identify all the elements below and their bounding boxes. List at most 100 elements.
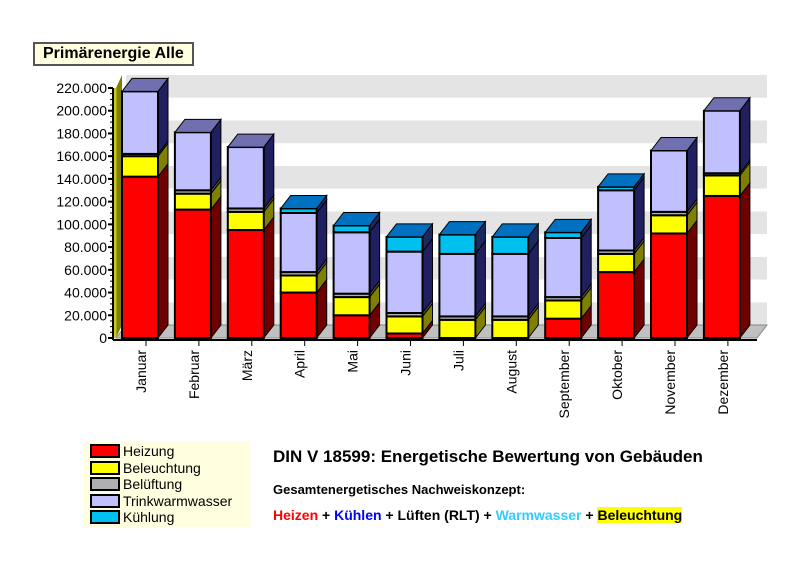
bar-segment-Heizung bbox=[121, 175, 159, 339]
formula-part: Warmwasser bbox=[495, 507, 582, 523]
bar-segment-Heizung bbox=[173, 208, 212, 339]
bar-segment-Beleuchtung bbox=[491, 318, 530, 339]
bar-segment-Kühlung bbox=[597, 185, 636, 192]
bar-segment-Trinkwarmwasser bbox=[332, 231, 371, 295]
bar-segment-Beleuchtung bbox=[226, 210, 265, 232]
bar-segment-Heizung bbox=[650, 232, 688, 339]
x-tick-label: August bbox=[503, 350, 519, 394]
legend-swatch bbox=[90, 460, 120, 475]
x-tick-label: Oktober bbox=[609, 350, 625, 400]
bar-top bbox=[120, 77, 170, 92]
bar-top bbox=[544, 218, 593, 233]
bar-segment-Beleuchtung bbox=[702, 174, 741, 197]
bar-segment-Beleuchtung bbox=[173, 192, 212, 211]
bar-segment-Heizung bbox=[226, 229, 265, 339]
bar-side-Heizung bbox=[686, 218, 698, 340]
bar-segment-Heizung bbox=[702, 194, 741, 339]
bar-segment-Trinkwarmwasser bbox=[597, 189, 636, 252]
x-tick-label: Januar bbox=[133, 350, 149, 393]
y-tick-label: 120.000 bbox=[56, 194, 107, 210]
gridline-band bbox=[126, 75, 767, 98]
formula-part: Beleuchtung bbox=[597, 507, 683, 523]
bar-segment-Kühlung bbox=[438, 233, 477, 255]
bar-segment-Kühlung bbox=[332, 224, 371, 234]
x-tick-label: September bbox=[556, 350, 572, 419]
y-tick-label: 100.000 bbox=[56, 216, 107, 232]
legend-item: Heizung bbox=[90, 443, 244, 460]
bar-segment-Trinkwarmwasser bbox=[385, 250, 424, 315]
y-tick-label: 80.000 bbox=[64, 239, 107, 255]
formula-part: + Lüften (RLT) + bbox=[381, 507, 496, 523]
formula-part: + bbox=[581, 507, 598, 523]
gridline-band bbox=[126, 97, 767, 121]
y-tick-label: 20.000 bbox=[64, 307, 107, 323]
formula-part: Kühlen bbox=[334, 507, 382, 523]
stacked-bar-chart: 0 20.000 40.000 60.000 80.000 100.000 120.000 1… bbox=[56, 75, 769, 419]
legend-label: Heizung bbox=[123, 443, 175, 460]
bar-segment-Trinkwarmwasser bbox=[544, 237, 583, 299]
bar-segment-Beleuchtung bbox=[438, 318, 477, 339]
legend-item: Trinkwarmwasser bbox=[90, 493, 244, 510]
legend-swatch bbox=[90, 444, 120, 459]
chart-title: Primärenergie Alle bbox=[33, 42, 194, 66]
x-tick-label: Mai bbox=[345, 350, 361, 373]
bar-segment-Heizung bbox=[332, 314, 371, 340]
bar-segment-Beleuchtung bbox=[544, 299, 583, 320]
bar-segment-Beleuchtung bbox=[121, 155, 159, 178]
bar-top bbox=[332, 212, 381, 226]
bar-segment-Trinkwarmwasser bbox=[173, 131, 212, 192]
legend-swatch bbox=[90, 493, 120, 508]
x-tick-label: April bbox=[292, 350, 308, 378]
bar-segment-Trinkwarmwasser bbox=[650, 149, 688, 213]
x-tick-label: Juni bbox=[398, 350, 414, 376]
y-tick-label: 200.000 bbox=[56, 103, 107, 119]
legend-label: Trinkwarmwasser bbox=[123, 492, 233, 509]
bar-segment-Kühlung bbox=[491, 235, 530, 255]
bar-segment-Heizung bbox=[544, 317, 583, 340]
formula-part: + bbox=[318, 507, 335, 523]
bar-top bbox=[226, 133, 275, 148]
bar-side-Heizung bbox=[739, 181, 751, 340]
bar-segment-Trinkwarmwasser bbox=[226, 146, 265, 210]
legend-item: Beleuchtung bbox=[90, 460, 244, 477]
bar-top bbox=[385, 223, 434, 238]
bar-top bbox=[597, 173, 646, 188]
bar-segment-Beleuchtung bbox=[279, 274, 318, 294]
footer-heading: DIN V 18599: Energetische Bewertung von … bbox=[273, 447, 703, 466]
bar-segment-Kühlung bbox=[279, 207, 318, 214]
legend-label: Belüftung bbox=[123, 476, 183, 493]
bar-segment-Beleuchtung bbox=[385, 315, 424, 335]
bar-segment-Beleuchtung bbox=[650, 214, 688, 235]
y-tick-label: 60.000 bbox=[64, 262, 107, 278]
bar-side-Heizung bbox=[210, 195, 222, 340]
legend-label: Beleuchtung bbox=[123, 459, 201, 476]
bar-segment-Trinkwarmwasser bbox=[279, 212, 318, 274]
bar-segment-Beleuchtung bbox=[597, 252, 636, 274]
bar-segment-Kühlung bbox=[385, 235, 424, 253]
bar-side-Heizung bbox=[263, 215, 275, 340]
gridline-band bbox=[126, 120, 767, 144]
bar-segment-Trinkwarmwasser bbox=[121, 90, 159, 155]
y-tick-label: 160.000 bbox=[56, 148, 107, 164]
footer-formula: Heizen + Kühlen + Lüften (RLT) + Warmwas… bbox=[273, 507, 683, 523]
bar-top bbox=[649, 137, 699, 151]
bar-segment-Trinkwarmwasser bbox=[491, 252, 530, 318]
legend-label: Kühlung bbox=[123, 509, 175, 526]
bar-top bbox=[702, 97, 751, 112]
legend-item: Kühlung bbox=[90, 509, 244, 526]
y-tick-label: 40.000 bbox=[64, 285, 107, 301]
legend-swatch bbox=[90, 510, 120, 525]
left-wall bbox=[116, 75, 122, 338]
bar-segment-Kühlung bbox=[544, 231, 583, 239]
y-tick-label: 0 bbox=[99, 330, 107, 346]
x-tick-label: November bbox=[662, 350, 678, 415]
y-tick-label: 220.000 bbox=[56, 80, 107, 96]
bar-top bbox=[279, 194, 328, 209]
bar-segment-Beleuchtung bbox=[332, 296, 371, 317]
bar-top bbox=[173, 118, 222, 133]
x-tick-label: Dezember bbox=[715, 350, 731, 415]
x-tick-label: Februar bbox=[186, 350, 202, 399]
bar-side-Heizung bbox=[157, 162, 169, 340]
bar-segment-Trinkwarmwasser bbox=[438, 252, 477, 318]
bar-top bbox=[491, 223, 540, 238]
